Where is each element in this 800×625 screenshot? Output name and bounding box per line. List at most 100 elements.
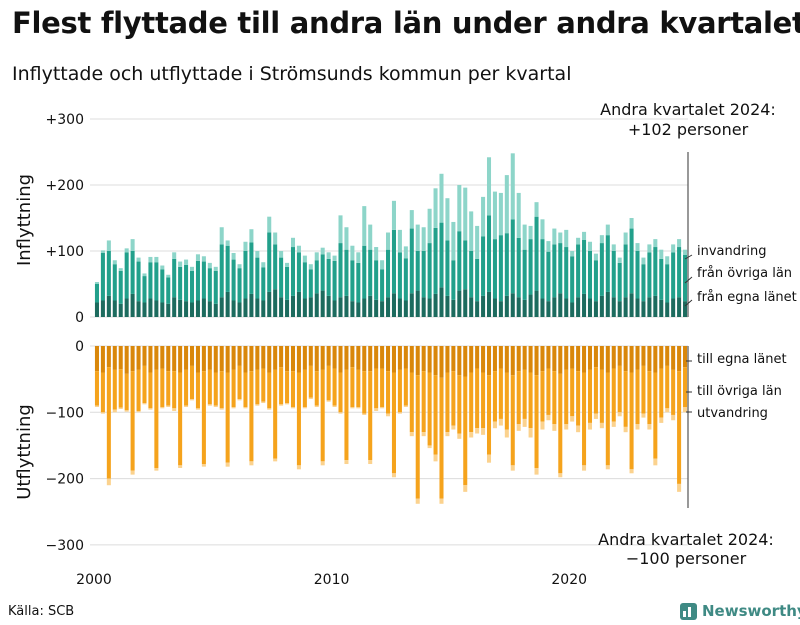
bar-till-ovriga-lan <box>154 369 159 468</box>
bar-fran-ovriga-lan <box>564 247 569 299</box>
bar-invandring <box>427 208 432 244</box>
bar-utvandring <box>617 412 622 417</box>
bar-fran-egna-lanet <box>599 295 604 317</box>
bar-fran-egna-lanet <box>154 300 159 317</box>
bar-utvandring <box>320 461 325 466</box>
bar-till-egna-lanet <box>593 346 598 368</box>
bar-till-ovriga-lan <box>421 371 426 433</box>
bar-till-egna-lanet <box>142 346 147 366</box>
bar-invandring <box>112 260 117 265</box>
bar-invandring <box>570 251 575 257</box>
bar-till-ovriga-lan <box>582 372 587 466</box>
bar-till-ovriga-lan <box>641 365 646 414</box>
bar-utvandring <box>415 498 420 504</box>
bar-invandring <box>100 250 105 253</box>
bar-invandring <box>415 224 420 251</box>
bar-fran-egna-lanet <box>671 298 676 317</box>
bar-till-egna-lanet <box>391 346 396 373</box>
bar-invandring <box>605 224 610 236</box>
bar-invandring <box>130 239 135 251</box>
bar-fran-egna-lanet <box>344 295 349 317</box>
bar-till-ovriga-lan <box>374 368 379 409</box>
bar-fran-egna-lanet <box>564 298 569 317</box>
annotation-bottom-line1: Andra kvartalet 2024: <box>598 530 774 549</box>
bar-till-egna-lanet <box>118 346 123 370</box>
bar-invandring <box>302 255 307 263</box>
bar-fran-egna-lanet <box>237 302 242 317</box>
bar-utvandring <box>486 454 492 463</box>
bar-fran-egna-lanet <box>409 293 414 317</box>
bar-fran-egna-lanet <box>576 297 581 317</box>
bar-utvandring <box>427 445 432 449</box>
bar-till-ovriga-lan <box>118 369 123 408</box>
bar-invandring <box>403 246 408 259</box>
bar-till-ovriga-lan <box>231 369 236 407</box>
bar-till-ovriga-lan <box>463 376 468 486</box>
bar-fran-egna-lanet <box>463 289 468 317</box>
bar-fran-egna-lanet <box>279 297 284 317</box>
bar-fran-ovriga-lan <box>451 260 456 300</box>
bar-invandring <box>481 196 486 237</box>
bar-fran-egna-lanet <box>623 297 628 317</box>
annotation-top-line1: Andra kvartalet 2024: <box>600 100 776 119</box>
bar-till-egna-lanet <box>611 346 616 369</box>
bar-fran-egna-lanet <box>326 295 331 317</box>
bar-till-ovriga-lan <box>243 372 248 407</box>
y-tick-label-top: +300 <box>46 112 84 128</box>
bar-fran-egna-lanet <box>528 294 533 317</box>
bar-invandring <box>249 229 254 243</box>
bar-fran-ovriga-lan <box>635 251 640 299</box>
bar-invandring <box>279 251 284 258</box>
bar-till-egna-lanet <box>279 346 284 368</box>
bar-invandring <box>475 225 480 259</box>
bar-utvandring <box>623 426 628 433</box>
bar-fran-egna-lanet <box>611 297 616 317</box>
axes: +300 +200 +100 0 0 −100 −200 −300 2000 2010 2020 <box>46 112 693 588</box>
bar-fran-egna-lanet <box>130 293 135 317</box>
y-tick-label-top: +100 <box>46 244 84 260</box>
bar-invandring <box>178 261 183 267</box>
bar-invandring <box>290 237 296 248</box>
bar-till-ovriga-lan <box>380 368 385 407</box>
bar-till-egna-lanet <box>374 346 379 369</box>
bar-till-ovriga-lan <box>332 368 337 406</box>
bar-till-ovriga-lan <box>249 371 254 462</box>
bar-till-egna-lanet <box>409 346 414 373</box>
bar-invandring <box>225 240 230 246</box>
bar-till-ovriga-lan <box>172 371 177 409</box>
bar-till-ovriga-lan <box>255 369 260 405</box>
bar-till-egna-lanet <box>552 346 557 372</box>
bar-till-ovriga-lan <box>219 371 224 409</box>
legend-invandring: invandring <box>697 244 766 259</box>
bar-invandring <box>534 202 539 217</box>
bar-invandring <box>564 229 569 248</box>
bar-till-ovriga-lan <box>237 365 242 400</box>
bar-fran-ovriga-lan <box>368 249 373 296</box>
chart-title: Flest flyttade till andra län under andr… <box>12 6 800 40</box>
bar-till-egna-lanet <box>415 346 420 376</box>
bar-invandring <box>653 239 658 248</box>
bar-till-ovriga-lan <box>261 368 266 402</box>
bar-invandring <box>184 259 189 265</box>
bar-utvandring <box>629 469 634 474</box>
ylabel-utflyttning: Utflyttning <box>14 404 35 500</box>
bar-utvandring <box>189 399 195 401</box>
bar-fran-ovriga-lan <box>326 258 331 296</box>
bar-invandring <box>154 256 159 263</box>
bar-invandring <box>641 257 646 265</box>
bar-fran-ovriga-lan <box>237 268 242 303</box>
bar-invandring <box>498 192 503 236</box>
bar-fran-egna-lanet <box>296 291 301 317</box>
bar-utvandring <box>249 461 254 466</box>
bar-till-ovriga-lan <box>189 365 195 400</box>
bar-fran-ovriga-lan <box>629 228 634 294</box>
bar-utvandring <box>219 408 224 410</box>
bar-utvandring <box>184 405 189 407</box>
bar-fran-ovriga-lan <box>510 219 515 294</box>
bar-till-ovriga-lan <box>439 377 444 499</box>
bar-till-egna-lanet <box>106 346 111 368</box>
bar-till-ovriga-lan <box>653 372 658 459</box>
legend-utvandring: utvandring <box>697 406 768 421</box>
bar-fran-ovriga-lan <box>641 264 646 302</box>
bar-utvandring <box>118 407 123 409</box>
